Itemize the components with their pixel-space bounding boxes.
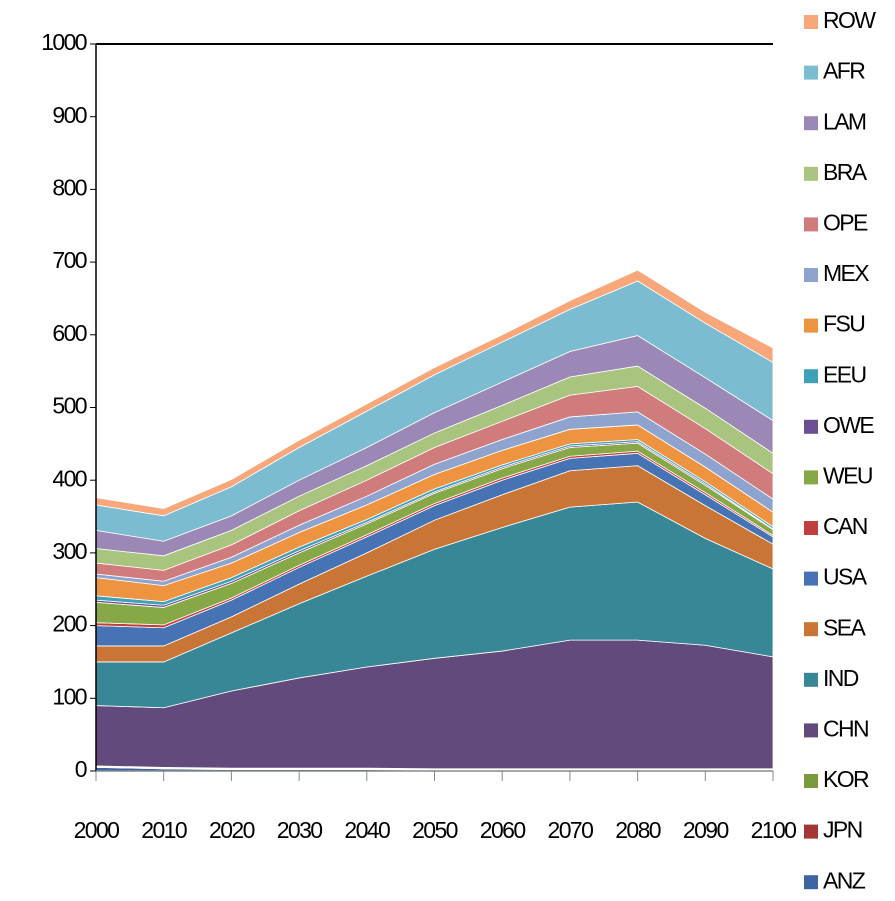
legend-label: OPE [823,209,868,235]
legend-swatch [804,65,818,80]
legend-swatch [804,622,818,637]
x-tick-label: 2020 [209,817,255,843]
x-tick-label: 2070 [548,817,594,843]
legend-label: IND [823,665,859,691]
x-tick-label: 2080 [615,817,661,843]
legend-swatch [804,672,818,687]
legend-swatch [804,723,818,738]
legend-swatch [804,318,818,333]
legend-label: LAM [823,108,866,134]
x-tick-label: 2010 [141,817,187,843]
y-tick-label: 400 [52,465,86,491]
y-tick-label: 500 [52,393,86,419]
legend-label: MEX [823,260,869,286]
y-tick-label: 800 [52,174,86,200]
x-tick-label: 2060 [480,817,526,843]
x-tick-label: 2050 [412,817,458,843]
legend-label: CHN [823,715,868,741]
legend-swatch [804,116,818,131]
legend-swatch [804,369,818,384]
legend-label: EEU [823,361,866,387]
y-tick-label: 700 [52,247,86,273]
x-tick-label: 2030 [277,817,323,843]
legend-label: ROW [823,7,876,33]
y-tick-label: 600 [52,320,86,346]
legend-swatch [804,571,818,586]
y-tick-label: 300 [52,538,86,564]
legend-swatch [804,166,818,181]
legend-label: JPN [823,817,862,843]
legend-label: FSU [823,311,864,337]
y-tick-label: 1000 [41,29,87,55]
area [95,269,774,517]
legend-swatch [804,419,818,434]
legend-label: OWE [823,412,874,438]
y-tick-label: 0 [75,756,87,782]
legend-label: KOR [823,766,869,792]
y-tick-label: 100 [52,683,86,709]
y-tick-label: 900 [52,102,86,128]
legend-label: BRA [823,159,868,185]
legend-swatch [804,824,818,839]
legend-swatch [804,268,818,282]
legend-swatch [804,470,818,485]
x-tick-label: 2100 [751,817,797,843]
legend-label: USA [823,564,868,590]
legend-label: SEA [823,614,866,640]
legend-swatch [804,217,818,232]
legend-label: CAN [823,513,867,539]
legend-label: ANZ [823,867,866,893]
legend-swatch [804,521,818,535]
legend-label: AFR [823,58,865,84]
legend-label: WEU [823,462,872,488]
x-tick-label: 2040 [344,817,390,843]
x-tick-label: 2090 [683,817,729,843]
y-tick-label: 200 [52,611,86,637]
legend-swatch [804,875,818,890]
x-tick-label: 2000 [74,817,120,843]
legend-swatch [804,774,818,788]
legend-swatch [804,15,818,29]
